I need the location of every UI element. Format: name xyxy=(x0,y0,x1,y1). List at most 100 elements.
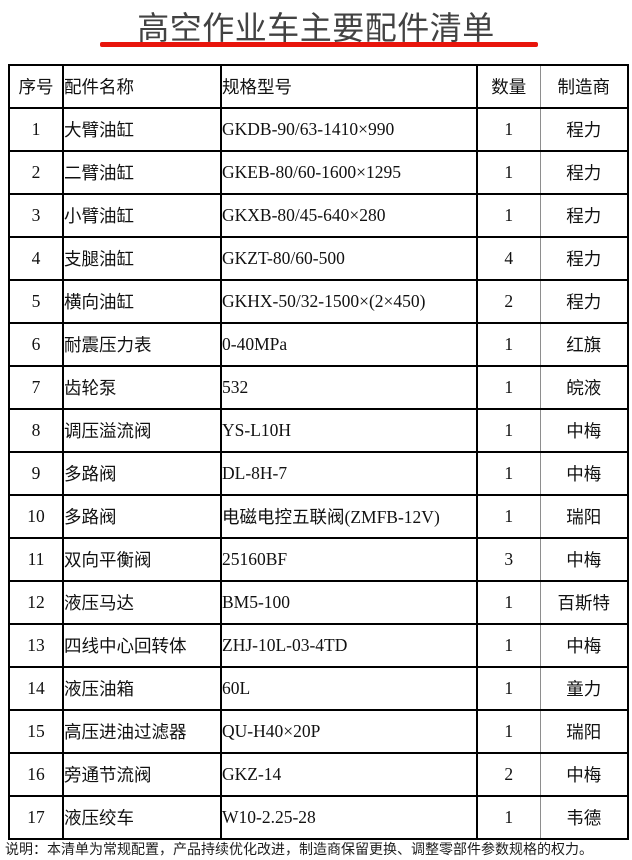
cell-manufacturer: 瑞阳 xyxy=(539,494,629,539)
parts-table: 序号 配件名称 规格型号 数量 制造商 1 大臂油缸 GKDB-90/63-14… xyxy=(8,64,629,840)
table-row: 9 多路阀 DL-8H-7 1 中梅 xyxy=(8,451,629,496)
cell-manufacturer: 程力 xyxy=(539,150,629,195)
cell-qty: 1 xyxy=(476,623,541,668)
cell-part-name: 二臂油缸 xyxy=(62,150,222,195)
cell-part-name: 大臂油缸 xyxy=(62,107,222,152)
table-row: 6 耐震压力表 0-40MPa 1 红旗 xyxy=(8,322,629,367)
title-underline xyxy=(100,42,538,47)
cell-manufacturer: 童力 xyxy=(539,666,629,711)
cell-spec: ZHJ-10L-03-4TD xyxy=(220,623,478,668)
cell-part-name: 多路阀 xyxy=(62,451,222,496)
table-row: 7 齿轮泵 532 1 皖液 xyxy=(8,365,629,410)
table-row: 15 高压进油过滤器 QU-H40×20P 1 瑞阳 xyxy=(8,709,629,754)
table-row: 11 双向平衡阀 25160BF 3 中梅 xyxy=(8,537,629,582)
cell-qty: 2 xyxy=(476,279,541,324)
cell-manufacturer: 中梅 xyxy=(539,752,629,797)
cell-spec: 0-40MPa xyxy=(220,322,478,367)
cell-qty: 1 xyxy=(476,451,541,496)
cell-no: 10 xyxy=(8,494,64,539)
cell-manufacturer: 程力 xyxy=(539,236,629,281)
cell-spec: W10-2.25-28 xyxy=(220,795,478,840)
cell-no: 16 xyxy=(8,752,64,797)
table-row: 12 液压马达 BM5-100 1 百斯特 xyxy=(8,580,629,625)
col-header-spec: 规格型号 xyxy=(220,64,478,109)
cell-no: 5 xyxy=(8,279,64,324)
footnote: 说明：本清单为常规配置，产品持续优化改进，制造商保留更换、调整零部件参数规格的权… xyxy=(5,843,593,858)
table-row: 16 旁通节流阀 GKZ-14 2 中梅 xyxy=(8,752,629,797)
parts-table-body: 1 大臂油缸 GKDB-90/63-1410×990 1 程力 2 二臂油缸 G… xyxy=(8,107,629,840)
cell-spec: GKZ-14 xyxy=(220,752,478,797)
cell-manufacturer: 瑞阳 xyxy=(539,709,629,754)
cell-manufacturer: 中梅 xyxy=(539,537,629,582)
table-header-row: 序号 配件名称 规格型号 数量 制造商 xyxy=(8,64,629,109)
cell-part-name: 四线中心回转体 xyxy=(62,623,222,668)
table-row: 10 多路阀 电磁电控五联阀(ZMFB-12V) 1 瑞阳 xyxy=(8,494,629,539)
cell-spec: 25160BF xyxy=(220,537,478,582)
cell-no: 11 xyxy=(8,537,64,582)
cell-no: 14 xyxy=(8,666,64,711)
cell-no: 4 xyxy=(8,236,64,281)
table-row: 4 支腿油缸 GKZT-80/60-500 4 程力 xyxy=(8,236,629,281)
cell-no: 15 xyxy=(8,709,64,754)
cell-part-name: 双向平衡阀 xyxy=(62,537,222,582)
col-header-qty: 数量 xyxy=(476,64,541,109)
cell-spec: BM5-100 xyxy=(220,580,478,625)
cell-spec: GKDB-90/63-1410×990 xyxy=(220,107,478,152)
cell-spec: QU-H40×20P xyxy=(220,709,478,754)
table-row: 3 小臂油缸 GKXB-80/45-640×280 1 程力 xyxy=(8,193,629,238)
cell-spec: GKEB-80/60-1600×1295 xyxy=(220,150,478,195)
cell-part-name: 支腿油缸 xyxy=(62,236,222,281)
cell-no: 1 xyxy=(8,107,64,152)
cell-part-name: 旁通节流阀 xyxy=(62,752,222,797)
cell-manufacturer: 中梅 xyxy=(539,623,629,668)
cell-spec: DL-8H-7 xyxy=(220,451,478,496)
cell-no: 13 xyxy=(8,623,64,668)
cell-part-name: 齿轮泵 xyxy=(62,365,222,410)
cell-part-name: 横向油缸 xyxy=(62,279,222,324)
cell-qty: 1 xyxy=(476,709,541,754)
cell-qty: 2 xyxy=(476,752,541,797)
cell-qty: 4 xyxy=(476,236,541,281)
col-header-manufacturer: 制造商 xyxy=(539,64,629,109)
table-row: 14 液压油箱 60L 1 童力 xyxy=(8,666,629,711)
table-row: 17 液压绞车 W10-2.25-28 1 韦德 xyxy=(8,795,629,840)
table-row: 5 横向油缸 GKHX-50/32-1500×(2×450) 2 程力 xyxy=(8,279,629,324)
cell-manufacturer: 红旗 xyxy=(539,322,629,367)
cell-qty: 1 xyxy=(476,666,541,711)
cell-part-name: 液压绞车 xyxy=(62,795,222,840)
cell-part-name: 多路阀 xyxy=(62,494,222,539)
cell-manufacturer: 程力 xyxy=(539,193,629,238)
cell-manufacturer: 中梅 xyxy=(539,451,629,496)
cell-qty: 1 xyxy=(476,322,541,367)
table-row: 2 二臂油缸 GKEB-80/60-1600×1295 1 程力 xyxy=(8,150,629,195)
cell-spec: GKHX-50/32-1500×(2×450) xyxy=(220,279,478,324)
cell-spec: 532 xyxy=(220,365,478,410)
cell-no: 6 xyxy=(8,322,64,367)
cell-no: 9 xyxy=(8,451,64,496)
cell-qty: 1 xyxy=(476,107,541,152)
cell-qty: 1 xyxy=(476,795,541,840)
cell-qty: 3 xyxy=(476,537,541,582)
col-header-no: 序号 xyxy=(8,64,64,109)
cell-part-name: 高压进油过滤器 xyxy=(62,709,222,754)
cell-qty: 1 xyxy=(476,408,541,453)
cell-qty: 1 xyxy=(476,580,541,625)
cell-qty: 1 xyxy=(476,494,541,539)
cell-manufacturer: 中梅 xyxy=(539,408,629,453)
table-row: 1 大臂油缸 GKDB-90/63-1410×990 1 程力 xyxy=(8,107,629,152)
page-title: 高空作业车主要配件清单 xyxy=(137,10,495,46)
cell-spec: 电磁电控五联阀(ZMFB-12V) xyxy=(220,494,478,539)
cell-manufacturer: 百斯特 xyxy=(539,580,629,625)
cell-qty: 1 xyxy=(476,150,541,195)
cell-manufacturer: 程力 xyxy=(539,107,629,152)
table-row: 13 四线中心回转体 ZHJ-10L-03-4TD 1 中梅 xyxy=(8,623,629,668)
cell-part-name: 调压溢流阀 xyxy=(62,408,222,453)
cell-spec: YS-L10H xyxy=(220,408,478,453)
col-header-part-name: 配件名称 xyxy=(62,64,222,109)
cell-part-name: 耐震压力表 xyxy=(62,322,222,367)
cell-part-name: 液压油箱 xyxy=(62,666,222,711)
cell-manufacturer: 程力 xyxy=(539,279,629,324)
cell-no: 8 xyxy=(8,408,64,453)
cell-spec: GKXB-80/45-640×280 xyxy=(220,193,478,238)
